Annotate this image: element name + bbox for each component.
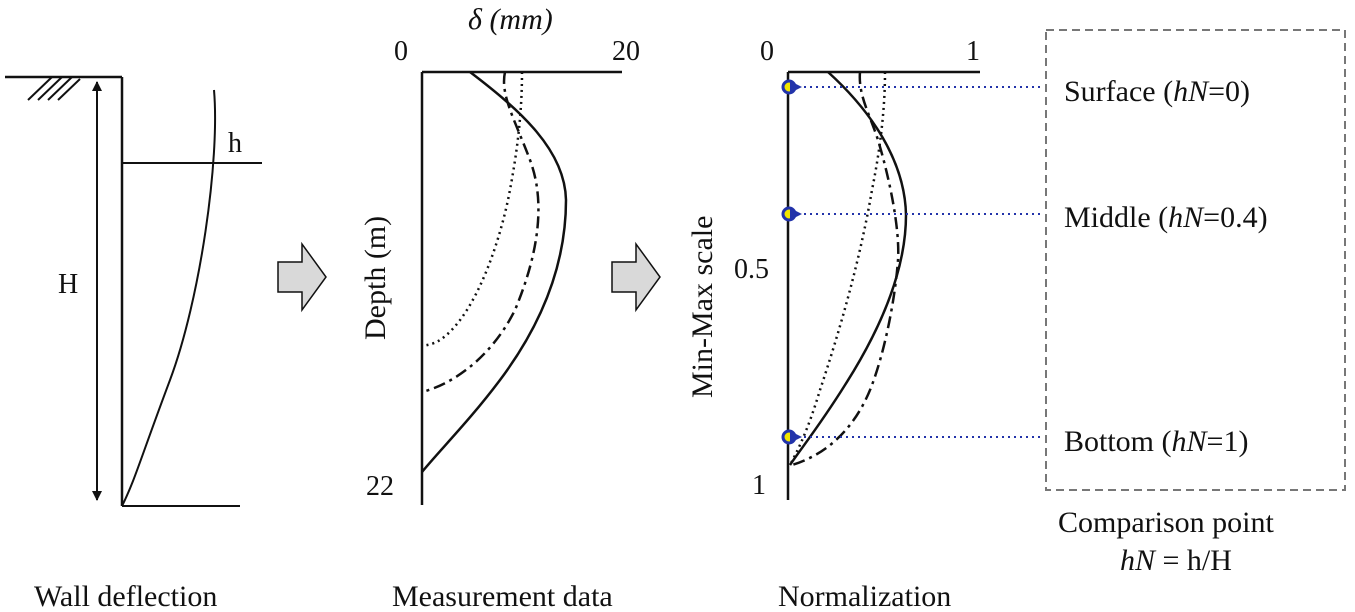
comparison-caption-line2: hN = h/H: [1120, 544, 1232, 577]
measurement-caption: Measurement data: [392, 580, 613, 612]
height-label: H: [58, 269, 78, 300]
x-tick-min: 0: [760, 36, 774, 67]
curve-dotted: [421, 71, 524, 348]
flow-arrow-icon: [611, 241, 661, 313]
y-axis-label: Depth (m): [359, 216, 392, 340]
comparison-box: [1045, 29, 1346, 491]
x-axis-label: δ (mm): [468, 3, 553, 36]
middle-label: Middle (hN=0.4): [1064, 201, 1268, 234]
curve-solid: [788, 71, 908, 466]
normalization-panel: 0 1 Min-Max scale 0.5 1 Normalization: [686, 36, 1040, 612]
curve-solid: [421, 71, 568, 473]
wall-panel: H h Wall deflection: [5, 75, 262, 612]
measurement-panel: δ (mm) 0 20 Depth (m) 22 Measurement dat…: [359, 3, 640, 612]
flow-arrow-icon: [277, 241, 327, 313]
bottom-label: Bottom (hN=1): [1064, 425, 1248, 458]
y-tick-max: 1: [752, 470, 766, 501]
curve-dotted: [788, 71, 887, 466]
y-tick-mid: 0.5: [734, 254, 769, 285]
y-axis-label: Min-Max scale: [686, 216, 719, 398]
comparison-panel: Surface (hN=0) Middle (hN=0.4) Bottom (h…: [1045, 29, 1346, 577]
normalization-caption: Normalization: [778, 580, 951, 612]
x-tick-min: 0: [394, 36, 408, 67]
y-tick-max: 22: [366, 471, 394, 502]
ground-hatch-icon: [27, 76, 81, 101]
wall-caption: Wall deflection: [34, 580, 217, 612]
x-tick-max: 1: [966, 36, 980, 67]
deflection-curve: [121, 89, 217, 507]
depth-label: h: [228, 128, 242, 159]
surface-label: Surface (hN=0): [1064, 75, 1250, 108]
middle-point-marker: [781, 206, 797, 222]
comparison-caption-line1: Comparison point: [1058, 506, 1274, 539]
bottom-point-marker: [781, 429, 797, 445]
curve-dashdot: [791, 71, 900, 467]
x-tick-max: 20: [612, 36, 640, 67]
surface-point-marker: [781, 79, 797, 95]
